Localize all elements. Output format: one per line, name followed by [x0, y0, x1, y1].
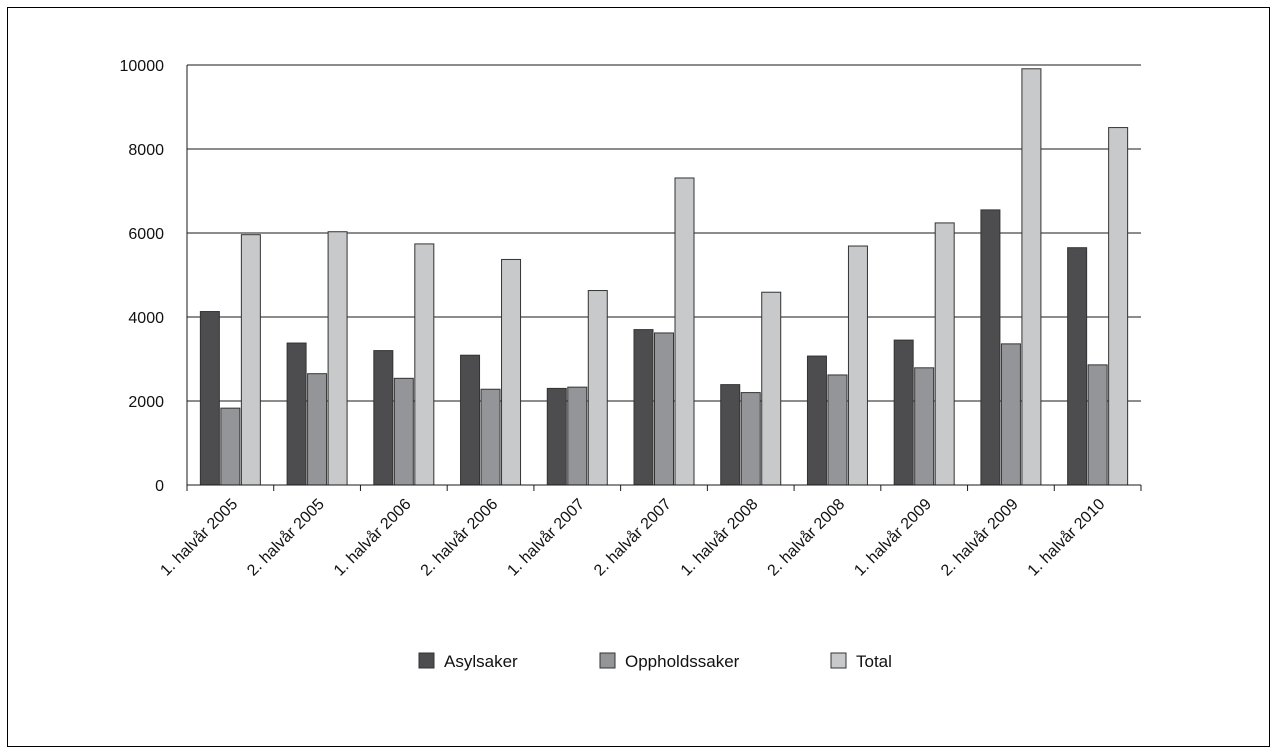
x-tick-label: 2. halvår 2009 — [937, 495, 1022, 580]
bar-asylsaker — [1067, 247, 1088, 486]
x-tick-label: 1. halvår 2010 — [1024, 495, 1109, 580]
bar-total — [847, 245, 868, 486]
bar-asylsaker — [199, 311, 220, 486]
x-tick-label: 2. halvår 2007 — [590, 495, 675, 580]
bar-asylsaker — [546, 387, 567, 486]
bar-total — [934, 222, 955, 486]
bar-oppholdssaker — [1000, 343, 1021, 486]
bar-oppholdssaker — [914, 367, 935, 486]
bar-oppholdssaker — [307, 373, 328, 486]
y-tick-label: 6000 — [128, 226, 164, 243]
bar-total — [414, 243, 435, 486]
bar-asylsaker — [720, 384, 741, 486]
bar-asylsaker — [633, 329, 654, 486]
y-tick-label: 2000 — [128, 394, 164, 411]
x-tick-label: 1. halvår 2005 — [157, 495, 242, 580]
y-tick-label: 0 — [155, 478, 164, 495]
x-axis: 1. halvår 2005 2. halvår 2005 1. halvår 20… — [157, 484, 1142, 580]
bar-total — [240, 234, 261, 486]
y-tick-label: 4000 — [128, 310, 164, 327]
bar-total — [1108, 127, 1129, 486]
bar-oppholdssaker — [654, 332, 674, 486]
legend-label-oppholdssaker: Oppholdssaker — [625, 652, 740, 671]
x-tick-label: 1. halvår 2009 — [851, 495, 936, 580]
x-tick-label: 2. halvår 2005 — [243, 495, 328, 580]
bar-oppholdssaker — [220, 407, 241, 486]
bar-total — [501, 258, 522, 486]
bar-asylsaker — [460, 354, 481, 486]
bars — [199, 68, 1129, 486]
legend-swatch-total — [830, 652, 847, 669]
bar-oppholdssaker — [827, 374, 848, 486]
x-tick-label: 1. halvår 2008 — [677, 495, 762, 580]
y-tick-label: 8000 — [128, 142, 164, 159]
bar-oppholdssaker — [1087, 364, 1108, 486]
bar-total — [587, 290, 608, 486]
bar-oppholdssaker — [567, 386, 588, 486]
legend-swatch-asylsaker — [418, 652, 435, 669]
bar-total — [327, 231, 348, 486]
x-tick-label: 1. halvår 2006 — [330, 495, 415, 580]
x-tick-label: 1. halvår 2007 — [504, 495, 589, 580]
y-axis: 0 2000 4000 6000 8000 10000 — [120, 58, 188, 495]
bar-total — [674, 177, 695, 486]
bar-asylsaker — [373, 350, 394, 486]
bar-asylsaker — [893, 339, 914, 486]
bar-asylsaker — [806, 355, 827, 486]
legend-swatch-oppholdssaker — [599, 652, 616, 669]
y-tick-label: 10000 — [120, 58, 165, 75]
bar-asylsaker — [286, 342, 307, 486]
bar-oppholdssaker — [393, 377, 414, 486]
x-tick-label: 2. halvår 2008 — [764, 495, 849, 580]
x-tick-label: 2. halvår 2006 — [417, 495, 502, 580]
bar-oppholdssaker — [740, 392, 761, 486]
bar-oppholdssaker — [480, 388, 501, 486]
bar-total — [1021, 68, 1042, 486]
legend-label-total: Total — [856, 652, 892, 671]
bar-asylsaker — [980, 209, 1001, 486]
legend: Asylsaker Oppholdssaker Total — [418, 652, 892, 671]
legend-label-asylsaker: Asylsaker — [444, 652, 518, 671]
bar-total — [761, 291, 782, 486]
